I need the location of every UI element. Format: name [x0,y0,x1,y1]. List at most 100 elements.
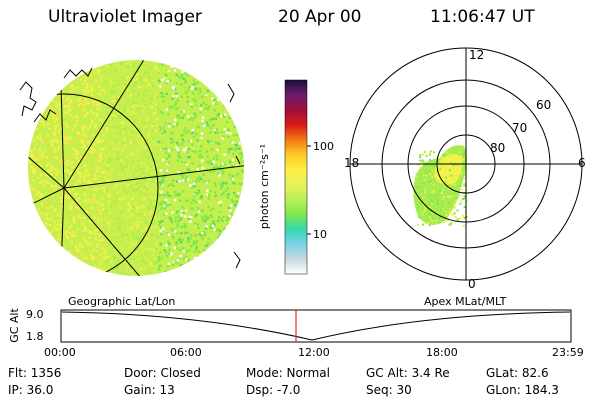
disc-speckle [166,226,169,229]
disc-speckle [132,227,135,231]
disc-speckle [137,134,140,137]
disc-speckle [116,260,120,263]
disc-speckle [88,179,91,183]
disc-speckle [191,255,195,258]
disc-speckle [172,184,175,188]
disc-speckle [165,140,169,143]
disc-speckle [134,103,137,107]
disc-speckle [135,248,138,251]
apex-caption: Apex MLat/MLT [424,295,507,308]
disc-speckle [87,163,91,167]
disc-speckle [185,199,188,203]
disc-speckle [114,63,117,66]
disc-speckle [121,258,124,261]
oval-speckle [463,158,466,161]
disc-speckle [221,137,225,140]
disc-speckle [112,243,115,246]
disc-speckle [89,126,92,129]
disc-speckle [126,106,129,109]
disc-speckle [142,224,146,227]
disc-speckle [135,102,138,105]
disc-speckle [165,271,168,274]
disc-speckle [41,141,44,144]
disc-speckle [192,240,195,243]
disc-speckle [188,86,192,89]
oval-speckle [463,216,466,219]
disc-speckle [50,172,53,176]
disc-speckle [235,164,238,168]
disc-speckle [157,127,160,130]
disc-speckle [118,222,122,225]
disc-speckle [160,178,164,181]
disc-speckle [44,138,48,142]
disc-speckle [181,190,185,193]
disc-speckle [190,109,193,112]
disc-speckle [74,153,78,156]
disc-speckle [93,104,96,107]
disc-speckle [135,170,138,173]
disc-speckle [132,173,136,177]
disc-speckle [192,182,195,185]
disc-speckle [118,253,121,256]
disc-speckle [179,263,182,267]
oval-speckle [459,202,462,205]
disc-speckle [176,247,179,250]
disc-speckle [157,157,161,160]
disc-speckle [106,211,109,215]
disc-speckle [61,93,64,97]
disc-speckle [139,145,143,149]
disc-speckle [201,119,204,122]
disc-speckle [57,238,61,241]
disc-speckle [230,140,233,143]
disc-speckle [172,233,176,236]
disc-speckle [177,114,180,117]
disc-speckle [121,198,124,201]
disc-speckle [181,138,185,141]
disc-speckle [82,146,85,149]
disc-speckle [65,230,69,233]
disc-speckle [198,149,202,153]
disc-speckle [60,145,63,148]
disc-speckle [125,239,128,243]
disc-speckle [147,134,150,137]
disc-speckle [30,152,33,155]
disc-speckle [141,85,144,88]
disc-speckle [122,246,126,250]
disc-speckle [66,163,70,167]
timeline-xtick-1200: 12:00 [298,346,330,359]
disc-speckle [138,182,141,186]
disc-speckle [150,250,154,253]
disc-speckle [118,197,121,200]
disc-speckle [132,252,135,256]
disc-speckle [169,144,173,147]
oval-speckle [441,192,444,195]
disc-speckle [157,267,161,271]
disc-speckle [46,174,49,177]
disc-speckle [82,82,85,86]
disc-speckle [71,234,74,237]
disc-speckle [163,213,166,216]
disc-speckle [135,206,139,210]
disc-speckle [90,140,93,144]
disc-speckle [83,216,86,219]
disc-speckle [212,102,215,105]
disc-speckle [176,100,180,104]
disc-speckle [118,157,121,160]
disc-speckle [74,115,78,118]
disc-speckle [164,201,167,204]
disc-speckle [102,228,105,231]
disc-speckle [119,152,122,155]
disc-speckle [184,209,187,212]
disc-speckle [69,136,73,139]
disc-speckle [122,86,125,89]
disc-speckle [192,196,195,200]
disc-speckle [47,169,50,172]
disc-speckle [221,220,224,223]
geographic-image-panel [19,60,244,276]
disc-speckle [162,236,165,239]
disc-speckle [159,202,163,206]
disc-speckle [82,237,85,240]
disc-speckle [236,172,239,176]
disc-speckle [191,75,194,79]
disc-speckle [181,73,184,76]
